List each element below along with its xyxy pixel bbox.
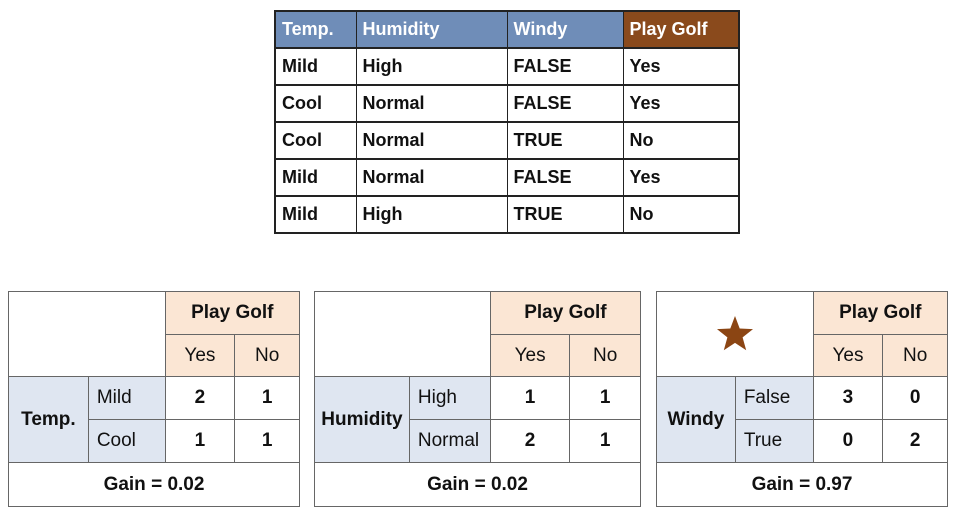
- cell-temp: Mild: [274, 158, 357, 197]
- cell-temp: Cool: [274, 84, 357, 123]
- star-icon: [716, 316, 753, 351]
- play-golf-heading: Play Golf: [812, 291, 949, 335]
- header-windy: Windy: [506, 10, 624, 49]
- gain-value: Gain = 0.97: [656, 462, 948, 507]
- attribute-value: Cool: [87, 419, 166, 463]
- play-golf-heading: Play Golf: [164, 291, 301, 335]
- table-row: Mild High FALSE Yes: [274, 47, 740, 86]
- cell-temp: Mild: [274, 47, 357, 86]
- yes-count: 1: [489, 376, 571, 420]
- header-humidity: Humidity: [355, 10, 508, 49]
- no-count: 2: [882, 419, 948, 463]
- cell-windy: FALSE: [506, 47, 624, 86]
- yes-count: 1: [164, 419, 236, 463]
- table-row: Mild High TRUE No: [274, 195, 740, 234]
- cell-play-golf: Yes: [622, 158, 740, 197]
- play-golf-heading: Play Golf: [489, 291, 642, 335]
- gain-value: Gain = 0.02: [314, 462, 641, 507]
- no-count: 1: [234, 376, 300, 420]
- yes-count: 2: [489, 419, 571, 463]
- cell-play-golf: No: [622, 195, 740, 234]
- attribute-label: Windy: [656, 376, 736, 463]
- attribute-value: False: [734, 376, 814, 420]
- header-temp: Temp.: [274, 10, 357, 49]
- cell-temp: Mild: [274, 195, 357, 234]
- data-table-header-row: Temp. Humidity Windy Play Golf: [274, 10, 740, 49]
- cell-play-golf: No: [622, 121, 740, 160]
- blank-corner: [8, 291, 166, 377]
- no-heading: No: [882, 334, 948, 377]
- yes-count: 3: [812, 376, 884, 420]
- temp-contingency-table: Play Golf Yes No Temp. Mild 2 1 Cool 1 1…: [8, 291, 301, 507]
- cell-windy: TRUE: [506, 195, 624, 234]
- yes-count: 2: [164, 376, 236, 420]
- header-play-golf: Play Golf: [622, 10, 740, 49]
- yes-heading: Yes: [489, 334, 571, 377]
- no-heading: No: [569, 334, 641, 377]
- blank-corner: [314, 291, 491, 377]
- table-row: Mild Normal FALSE Yes: [274, 158, 740, 197]
- golf-data-table: Temp. Humidity Windy Play Golf Mild High…: [274, 10, 740, 234]
- attribute-value: High: [408, 376, 491, 420]
- cell-humidity: High: [355, 47, 508, 86]
- attribute-value: Normal: [408, 419, 491, 463]
- attribute-label: Humidity: [314, 376, 410, 463]
- no-count: 1: [569, 419, 641, 463]
- no-count: 1: [234, 419, 300, 463]
- cell-humidity: High: [355, 195, 508, 234]
- humidity-contingency-table: Play Golf Yes No Humidity High 1 1 Norma…: [314, 291, 642, 507]
- cell-windy: TRUE: [506, 121, 624, 160]
- cell-humidity: Normal: [355, 158, 508, 197]
- cell-humidity: Normal: [355, 84, 508, 123]
- cell-temp: Cool: [274, 121, 357, 160]
- yes-heading: Yes: [164, 334, 236, 377]
- cell-play-golf: Yes: [622, 84, 740, 123]
- no-count: 0: [882, 376, 948, 420]
- attribute-value: Mild: [87, 376, 166, 420]
- table-row: Cool Normal TRUE No: [274, 121, 740, 160]
- attribute-label: Temp.: [8, 376, 89, 463]
- gain-value: Gain = 0.02: [8, 462, 300, 507]
- cell-play-golf: Yes: [622, 47, 740, 86]
- yes-count: 0: [812, 419, 884, 463]
- table-row: Cool Normal FALSE Yes: [274, 84, 740, 123]
- cell-windy: FALSE: [506, 84, 624, 123]
- no-count: 1: [569, 376, 641, 420]
- windy-contingency-table: Play Golf Yes No Windy False 3 0 True 0 …: [656, 291, 949, 507]
- attribute-value: True: [734, 419, 814, 463]
- no-heading: No: [234, 334, 300, 377]
- cell-humidity: Normal: [355, 121, 508, 160]
- cell-windy: FALSE: [506, 158, 624, 197]
- yes-heading: Yes: [812, 334, 884, 377]
- best-split-marker: [656, 291, 814, 377]
